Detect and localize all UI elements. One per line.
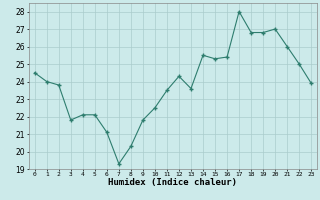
X-axis label: Humidex (Indice chaleur): Humidex (Indice chaleur) bbox=[108, 178, 237, 187]
